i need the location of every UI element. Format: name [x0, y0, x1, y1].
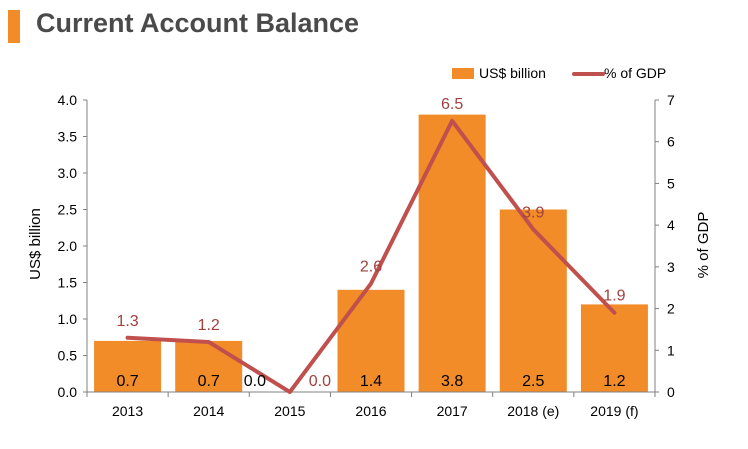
y-tick-label: 2.5 — [58, 202, 78, 218]
x-tick-label: 2016 — [355, 403, 386, 419]
y2-tick-label: 7 — [667, 92, 675, 108]
x-tick-label: 2018 (e) — [507, 403, 559, 419]
y-axis-label: US$ billion — [27, 208, 44, 280]
y2-tick-label: 4 — [667, 217, 675, 233]
y-tick-label: 3.0 — [58, 165, 78, 181]
line-data-label: 3.9 — [522, 204, 544, 221]
bar-2014 — [175, 340, 243, 392]
x-tick-label: 2013 — [112, 403, 143, 419]
y-tick-label: 0.5 — [58, 348, 78, 364]
bar-data-label: 0.7 — [198, 373, 220, 390]
pct-gdp-line — [125, 118, 617, 394]
y2-axis-label: % of GDP — [695, 212, 712, 279]
line-data-label: 1.2 — [198, 317, 220, 334]
legend-swatch-bar — [452, 68, 474, 79]
bar-data-label: 1.2 — [603, 373, 625, 390]
y2-tick-label: 1 — [667, 342, 675, 358]
y2-tick-label: 0 — [667, 384, 675, 400]
bar-2017 — [418, 114, 486, 392]
bar-data-label: 1.4 — [360, 373, 382, 390]
line-data-label: 2.6 — [360, 259, 382, 276]
y2-tick-label: 2 — [667, 301, 675, 317]
line-data-label: 6.5 — [441, 96, 463, 113]
line-data-label: 1.9 — [603, 288, 625, 305]
line-data-label: 0.0 — [309, 373, 331, 390]
chart-title: Current Account Balance — [36, 8, 360, 38]
y-tick-label: 4.0 — [58, 92, 78, 108]
bar-2013 — [94, 340, 162, 392]
y2-tick-label: 6 — [667, 134, 675, 150]
y-tick-label: 1.5 — [58, 275, 78, 291]
bar-data-label: 0.7 — [116, 373, 138, 390]
bar-2019-f — [580, 304, 648, 392]
x-tick-label: 2017 — [437, 403, 468, 419]
y-tick-label: 3.5 — [58, 129, 78, 145]
x-tick-label: 2014 — [193, 403, 224, 419]
y-tick-label: 0.0 — [58, 384, 78, 400]
y2-tick-label: 3 — [667, 259, 675, 275]
x-tick-label: 2019 (f) — [590, 403, 638, 419]
legend: US$ billion % of GDP — [452, 65, 666, 81]
x-tick-label: 2015 — [274, 403, 305, 419]
bar-2018-e — [499, 209, 567, 392]
line-data-label: 1.3 — [116, 313, 138, 330]
bar-data-label: 3.8 — [441, 373, 463, 390]
bar-2016 — [337, 289, 405, 392]
y2-tick-label: 5 — [667, 175, 675, 191]
title-accent-bar — [8, 10, 20, 43]
bar-data-label: 2.5 — [522, 373, 544, 390]
legend-label-bar: US$ billion — [479, 65, 546, 81]
bar-data-label: 0.0 — [244, 373, 266, 390]
y-tick-label: 2.0 — [58, 238, 78, 254]
y-tick-label: 1.0 — [58, 311, 78, 327]
legend-label-line: % of GDP — [604, 65, 666, 81]
